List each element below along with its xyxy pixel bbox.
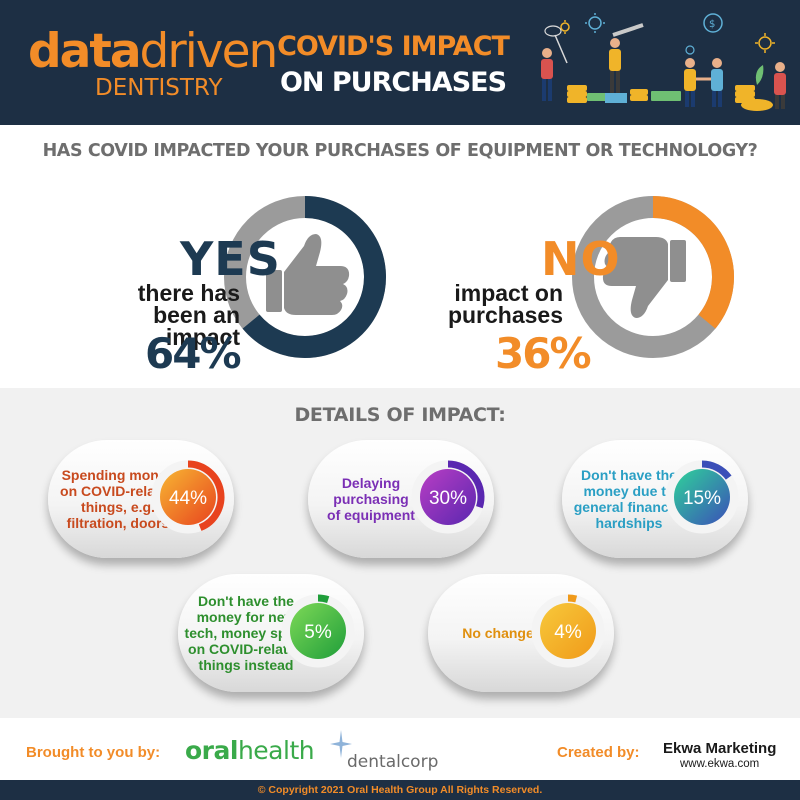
- impact-card-label-line: Don't have the: [581, 467, 677, 483]
- yes-donut-chart: [224, 196, 386, 358]
- impact-percentage-ring: 15%: [665, 460, 739, 534]
- title-line-2: ON PURCHASES: [279, 67, 507, 98]
- dentalcorp-star-icon: [330, 730, 352, 758]
- impact-ring-segment: [447, 460, 485, 509]
- impact-card-label-line: Delaying: [341, 475, 401, 491]
- ekwa-url: www.ekwa.com: [680, 758, 760, 770]
- impact-card-label-line: filtration, doors: [66, 515, 170, 531]
- impact-card-label-line: purchasing: [333, 491, 409, 507]
- impact-card-label-line: of equipment: [327, 507, 415, 523]
- oral-health-logo-light: health: [237, 736, 315, 765]
- impact-ring-center: [290, 603, 346, 659]
- virus-icon: [685, 45, 695, 55]
- oral-health-logo: oralhealth: [185, 736, 315, 765]
- yes-description-line-2: been an impact: [153, 302, 240, 350]
- person-with-net-icon: [541, 25, 568, 101]
- impact-card-label-line: money for new: [196, 609, 296, 625]
- impact-card-label-line: hardships: [595, 515, 663, 531]
- impact-card-label-line: No change: [462, 625, 534, 641]
- no-label: NO: [541, 232, 621, 286]
- impact-card-label-line: general financial: [573, 499, 685, 515]
- dentalcorp-logo: dentalcorp: [347, 752, 439, 772]
- yes-percentage: 64%: [145, 329, 242, 378]
- yes-donut-segment: [242, 196, 386, 358]
- impact-ring-center: [160, 469, 216, 525]
- virus-icon: $: [703, 13, 723, 33]
- coin-stack-icon: [567, 85, 755, 103]
- person-with-telescope-icon: [605, 23, 644, 103]
- impact-card-label-line: things instead: [198, 657, 294, 673]
- no-donut-segment: [652, 196, 734, 329]
- impact-ring-center: [674, 469, 730, 525]
- ekwa-marketing-name: Ekwa Marketing: [663, 740, 777, 757]
- impact-card-label: Spending money on COVID-related things, e.…: [56, 467, 180, 531]
- impact-card-label-line: things, e.g.: [81, 499, 155, 515]
- impact-percentage-label: 4%: [554, 622, 582, 643]
- impact-percentage-label: 44%: [169, 488, 207, 509]
- yes-description-line-1: there has: [137, 280, 240, 306]
- data-driven-dentistry-logo: datadriven DENTISTRY: [28, 28, 278, 101]
- impact-card-label: Delaying purchasing of equipment: [316, 475, 426, 523]
- impact-percentage-label: 15%: [683, 488, 721, 509]
- impact-card-label: Don't have the money for new tech, money s…: [184, 593, 308, 673]
- thumbs-up-icon: [266, 234, 350, 315]
- brought-by-label: Brought to you by:: [26, 744, 161, 761]
- people-handshake-icon: [684, 58, 723, 107]
- impact-ring-segment: [187, 460, 225, 531]
- impact-card-label: Don't have the money due to general financ…: [568, 467, 690, 531]
- person-with-plant-icon: [741, 62, 786, 111]
- yes-label: YES: [180, 232, 281, 286]
- copyright-bar: © Copyright 2021 Oral Health Group All R…: [0, 780, 800, 800]
- thumbs-down-icon: [602, 237, 686, 318]
- impact-percentage-ring: 44%: [151, 460, 225, 534]
- created-by-label: Created by:: [557, 744, 640, 761]
- impact-percentage-ring: 5%: [281, 594, 355, 668]
- impact-ring-segment: [567, 594, 578, 603]
- impact-percentage-label: 5%: [304, 622, 332, 643]
- impact-card-label-line: Don't have the: [198, 593, 294, 609]
- impact-percentage-ring: 30%: [411, 460, 485, 534]
- title-line-1: COVID'S IMPACT: [277, 31, 510, 62]
- impact-card-label-line: on COVID-related: [188, 641, 304, 657]
- impact-card-label-line: money due to: [583, 483, 675, 499]
- impact-card-label-line: on COVID-related: [60, 483, 176, 499]
- impact-percentage-label: 30%: [429, 488, 467, 509]
- impact-ring-center: [420, 469, 476, 525]
- no-percentage: 36%: [495, 329, 592, 378]
- people-money-illustration: $: [541, 13, 786, 111]
- impact-ring-center: [540, 603, 596, 659]
- impact-card-label-line: tech, money spent: [184, 625, 308, 641]
- oral-health-logo-bold: oral: [185, 736, 238, 765]
- page-title: COVID'S IMPACT ON PURCHASES: [262, 30, 524, 102]
- yes-description: there has been an impact: [80, 280, 240, 350]
- header-banner: datadriven DENTISTRY COVID'S IMPACT ON P…: [0, 0, 800, 125]
- impact-ring-segment: [701, 460, 732, 480]
- no-description-line-2: purchases: [447, 302, 563, 328]
- logo-driven-text: driven: [139, 24, 279, 79]
- no-donut-chart: [572, 196, 734, 358]
- details-heading: DETAILS OF IMPACT:: [294, 404, 506, 426]
- virus-icon: [585, 13, 605, 33]
- impact-percentage-ring: 4%: [531, 594, 605, 668]
- no-description-line-1: impact on: [454, 280, 563, 306]
- impact-card-label-line: Spending money: [61, 467, 175, 483]
- virus-icon: [755, 33, 775, 53]
- no-description: impact on purchases: [415, 280, 563, 328]
- logo-data-text: data: [28, 24, 142, 79]
- virus-icon: [560, 20, 570, 34]
- question-heading: HAS COVID IMPACTED YOUR PURCHASES OF EQU…: [42, 141, 758, 161]
- impact-card-label: No change: [438, 625, 558, 641]
- impact-ring-segment: [317, 594, 330, 603]
- logo-dentistry-text: DENTISTRY: [95, 75, 223, 101]
- svg-text:$: $: [709, 19, 715, 30]
